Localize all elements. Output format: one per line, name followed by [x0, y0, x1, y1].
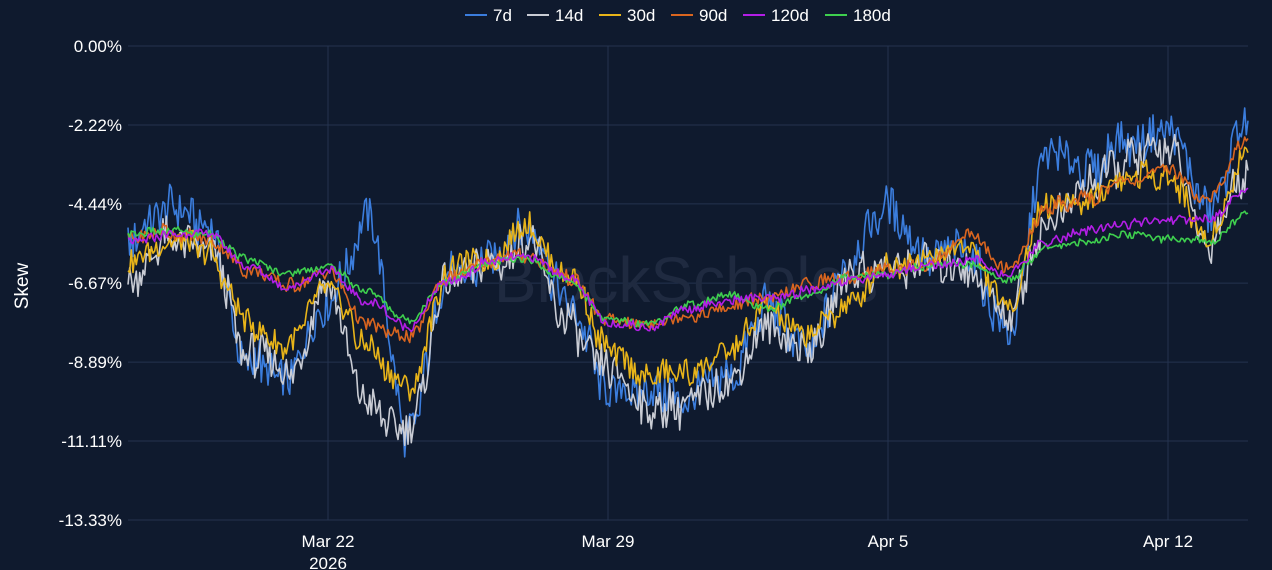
legend-label: 180d — [853, 6, 891, 25]
series-line-180d — [127, 210, 1249, 329]
y-axis-ticks: 0.00% -2.22% -4.44% -6.67% -8.89% -11.11% -13.… — [59, 37, 122, 530]
legend-item-14d[interactable]: 14d — [527, 6, 583, 25]
legend[interactable]: 7d 14d 30d 90d 120d 180d — [465, 6, 891, 25]
y-tick-label: -8.89% — [68, 353, 122, 372]
x-tick-label: Apr 12 — [1143, 532, 1193, 551]
legend-label: 14d — [555, 6, 583, 25]
x-tick-label: Apr 5 — [868, 532, 909, 551]
x-tick-year-label: 2026 — [309, 554, 347, 570]
legend-item-30d[interactable]: 30d — [599, 6, 655, 25]
x-tick-label: Mar 29 — [582, 532, 635, 551]
y-tick-label: -11.11% — [61, 432, 122, 451]
legend-item-7d[interactable]: 7d — [465, 6, 512, 25]
legend-label: 90d — [699, 6, 727, 25]
legend-item-90d[interactable]: 90d — [671, 6, 727, 25]
series-line-7d — [127, 107, 1249, 458]
legend-label: 120d — [771, 6, 809, 25]
series-layer — [127, 107, 1249, 458]
legend-label: 7d — [493, 6, 512, 25]
x-axis-ticks: Mar 22 2026 Mar 29 Apr 5 Apr 12 — [302, 532, 1194, 570]
x-tick-label: Mar 22 — [302, 532, 355, 551]
y-axis-title: Skew — [12, 262, 33, 309]
y-tick-label: -13.33% — [59, 511, 122, 530]
y-tick-label: -6.67% — [68, 274, 122, 293]
legend-item-120d[interactable]: 120d — [743, 6, 809, 25]
y-tick-label: -4.44% — [68, 195, 122, 214]
series-line-30d — [127, 146, 1249, 402]
y-tick-label: 0.00% — [74, 37, 122, 56]
legend-label: 30d — [627, 6, 655, 25]
series-line-120d — [127, 187, 1249, 333]
y-tick-label: -2.22% — [68, 116, 122, 135]
series-line-14d — [127, 133, 1249, 447]
legend-item-180d[interactable]: 180d — [825, 6, 891, 25]
